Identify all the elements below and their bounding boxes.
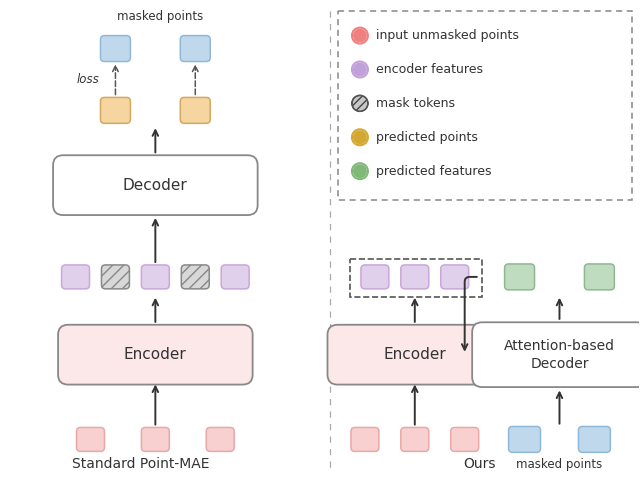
FancyBboxPatch shape bbox=[206, 428, 234, 451]
FancyBboxPatch shape bbox=[401, 265, 429, 289]
Text: masked points: masked points bbox=[516, 458, 603, 471]
Circle shape bbox=[352, 62, 368, 78]
FancyBboxPatch shape bbox=[441, 265, 468, 289]
FancyBboxPatch shape bbox=[102, 265, 129, 289]
Text: predicted features: predicted features bbox=[376, 165, 492, 178]
FancyBboxPatch shape bbox=[472, 322, 640, 387]
Text: Decoder: Decoder bbox=[123, 178, 188, 193]
Text: Decoder: Decoder bbox=[530, 357, 589, 371]
FancyBboxPatch shape bbox=[100, 97, 131, 123]
Text: Attention-based: Attention-based bbox=[504, 339, 615, 353]
Text: Standard Point-MAE: Standard Point-MAE bbox=[72, 457, 209, 471]
Text: loss: loss bbox=[76, 73, 99, 86]
FancyBboxPatch shape bbox=[504, 264, 534, 290]
FancyBboxPatch shape bbox=[180, 36, 210, 62]
FancyBboxPatch shape bbox=[338, 11, 632, 200]
FancyBboxPatch shape bbox=[328, 325, 502, 385]
FancyBboxPatch shape bbox=[451, 428, 479, 451]
FancyBboxPatch shape bbox=[509, 427, 541, 453]
FancyBboxPatch shape bbox=[401, 428, 429, 451]
FancyBboxPatch shape bbox=[61, 265, 90, 289]
Text: masked points: masked points bbox=[117, 10, 204, 23]
FancyBboxPatch shape bbox=[351, 428, 379, 451]
FancyBboxPatch shape bbox=[180, 97, 210, 123]
Text: Encoder: Encoder bbox=[124, 347, 187, 362]
Circle shape bbox=[352, 129, 368, 145]
Circle shape bbox=[352, 163, 368, 179]
Circle shape bbox=[352, 27, 368, 43]
FancyBboxPatch shape bbox=[579, 427, 611, 453]
Text: input unmasked points: input unmasked points bbox=[376, 29, 519, 42]
FancyBboxPatch shape bbox=[77, 428, 104, 451]
Circle shape bbox=[352, 95, 368, 111]
FancyBboxPatch shape bbox=[584, 264, 614, 290]
Text: encoder features: encoder features bbox=[376, 63, 483, 76]
FancyBboxPatch shape bbox=[141, 265, 170, 289]
Text: predicted points: predicted points bbox=[376, 131, 477, 144]
Circle shape bbox=[352, 95, 368, 111]
Text: Ours: Ours bbox=[463, 457, 496, 471]
FancyBboxPatch shape bbox=[221, 265, 249, 289]
FancyBboxPatch shape bbox=[361, 265, 389, 289]
Text: Encoder: Encoder bbox=[383, 347, 446, 362]
FancyBboxPatch shape bbox=[53, 155, 258, 215]
FancyBboxPatch shape bbox=[100, 36, 131, 62]
FancyBboxPatch shape bbox=[181, 265, 209, 289]
FancyBboxPatch shape bbox=[58, 325, 253, 385]
FancyBboxPatch shape bbox=[141, 428, 170, 451]
Text: mask tokens: mask tokens bbox=[376, 97, 455, 110]
